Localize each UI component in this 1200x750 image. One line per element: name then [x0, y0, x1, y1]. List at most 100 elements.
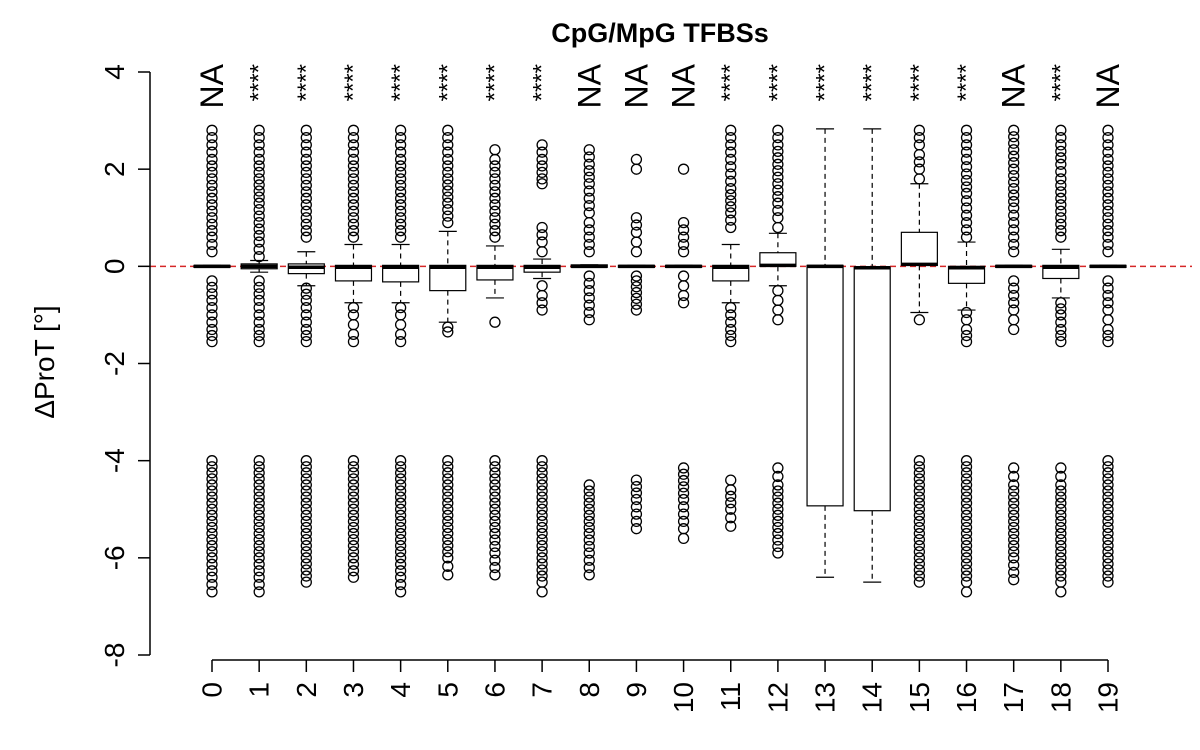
outlier-point [394, 192, 407, 204]
outlier-point [583, 199, 595, 212]
significance-stars-label: **** [246, 64, 273, 101]
outlier-point [394, 131, 407, 144]
outlier-point [913, 521, 926, 534]
outlier-point [772, 131, 784, 144]
outlier-point [206, 546, 218, 558]
outlier-point [1055, 329, 1067, 342]
outlier-point [253, 160, 265, 172]
outlier-point [772, 152, 784, 164]
significance-na-label: NA [618, 63, 654, 108]
outlier-point [300, 558, 312, 570]
outlier-point [253, 515, 265, 528]
outlier-point [300, 473, 312, 485]
x-tick-label: 11 [715, 682, 746, 711]
outlier-point [206, 294, 218, 306]
outlier-point [347, 212, 360, 224]
outlier-point [206, 497, 218, 509]
outlier-point [206, 218, 218, 230]
outlier-point [442, 321, 454, 333]
outlier-point [960, 329, 973, 342]
outlier-point [960, 503, 973, 515]
outlier-point [960, 521, 973, 534]
outlier-point [347, 124, 360, 136]
outlier-point [677, 493, 690, 506]
outlier-point [347, 455, 360, 467]
outlier-point [442, 173, 454, 185]
chart-title: CpG/MpG TFBSs [551, 18, 769, 48]
outlier-point [1055, 179, 1067, 192]
outlier-point [913, 479, 926, 491]
outlier-point [583, 231, 595, 243]
outlier-point [960, 479, 973, 491]
outlier-point [442, 473, 454, 485]
outlier-point [630, 270, 643, 282]
outlier-point [489, 461, 501, 473]
outlier-point [630, 153, 643, 166]
outlier-point [1102, 485, 1114, 497]
box-group [523, 139, 561, 598]
outlier-point [1055, 303, 1067, 315]
outlier-point [772, 485, 784, 497]
x-tick-label: 15 [904, 682, 935, 713]
significance-stars-label: **** [906, 64, 933, 101]
outlier-point [1102, 503, 1114, 515]
outlier-point [772, 165, 784, 177]
outlier-point [583, 497, 595, 509]
outlier-point [583, 306, 595, 319]
outlier-point [1055, 491, 1067, 503]
outlier-point [630, 508, 643, 520]
outlier-point [253, 197, 265, 209]
outlier-point [347, 173, 360, 185]
outlier-point [536, 552, 548, 564]
outlier-point [1008, 323, 1020, 336]
outlier-point [206, 455, 218, 467]
outlier-point [347, 146, 360, 158]
outlier-point [300, 192, 312, 204]
significance-na-label: NA [194, 63, 230, 108]
outlier-point [583, 561, 595, 574]
outlier-point [300, 485, 312, 497]
outlier-point [536, 570, 548, 582]
outlier-point [913, 131, 926, 144]
outlier-point [1008, 297, 1020, 309]
outlier-point [1102, 225, 1114, 237]
outlier-point [1055, 558, 1067, 570]
outlier-point [1102, 546, 1114, 558]
x-tick-label: 0 [197, 682, 228, 698]
outlier-point [347, 318, 360, 331]
outlier-point [1102, 467, 1114, 479]
outlier-point [394, 124, 407, 136]
significance-layer: NA **** **** **** **** **** **** **** NA NA NA ****… [194, 63, 1126, 108]
outlier-point [1102, 570, 1114, 582]
outlier-point [1055, 158, 1067, 170]
outlier-point [300, 288, 312, 300]
outlier-point [347, 461, 360, 473]
outlier-point [489, 218, 501, 230]
outlier-point [347, 521, 360, 534]
x-tick-label: 7 [527, 682, 558, 698]
outlier-point [489, 473, 501, 485]
outlier-point [394, 558, 407, 570]
outlier-point [253, 586, 265, 598]
outlier-point [583, 171, 595, 183]
outlier-point [772, 491, 784, 503]
outlier-point [1102, 238, 1114, 251]
outlier-point [442, 527, 454, 540]
outlier-point [536, 527, 548, 540]
box-group [947, 124, 986, 598]
outlier-point [347, 225, 360, 237]
box [806, 264, 844, 507]
outlier-point [394, 586, 407, 598]
outlier-point [253, 473, 265, 485]
outlier-point [583, 534, 595, 546]
outlier-point [725, 329, 737, 342]
outlier-point [206, 316, 218, 328]
outlier-point [489, 316, 501, 328]
outlier-point [253, 146, 265, 158]
outlier-point [630, 275, 643, 287]
outlier-point [913, 314, 926, 326]
outlier-point [394, 533, 407, 546]
box-group [806, 128, 844, 578]
outlier-point [630, 304, 643, 316]
outlier-point [583, 521, 595, 534]
